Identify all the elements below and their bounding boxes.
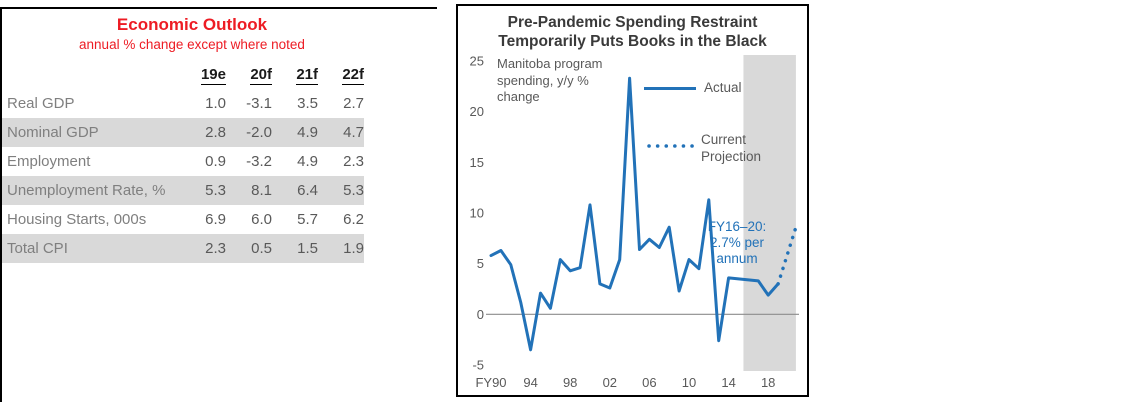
y-tick-label: 10 xyxy=(470,205,484,220)
row-label: Total CPI xyxy=(7,240,68,257)
note-line1: Manitoba program xyxy=(497,56,603,71)
chart-annotation-note: Manitoba program spending, y/y % change xyxy=(497,56,603,106)
x-tick-label: 10 xyxy=(682,375,696,390)
x-tick-label: 14 xyxy=(721,375,735,390)
callout-line1: FY16–20: xyxy=(707,219,767,234)
cell-value: 1.0 xyxy=(205,95,226,112)
economic-table: 19e 20f 21f 22f Real GDP 1.0 -3.1 3.5 2.7 Nomina… xyxy=(2,61,364,263)
table-row: Nominal GDP 2.8 -2.0 4.9 4.7 xyxy=(2,118,364,147)
chart-callout: FY16–20: 2.7% per annum xyxy=(692,219,782,267)
table-title: Economic Outlook xyxy=(116,15,268,34)
legend-projection-label: Current Projection xyxy=(701,132,761,165)
cell-value: 4.9 xyxy=(297,153,318,170)
column-header: 19e xyxy=(200,66,226,85)
y-tick-label: 5 xyxy=(477,256,484,271)
chart-title-line1: Pre-Pandemic Spending Restraint xyxy=(507,14,758,31)
cell-value: 6.2 xyxy=(343,211,364,228)
table-body: Real GDP 1.0 -3.1 3.5 2.7 Nominal GDP 2.8 -2.0 4… xyxy=(2,89,364,263)
economic-outlook-panel: Economic Outlook annual % change except … xyxy=(0,7,437,402)
cell-value: 0.9 xyxy=(205,153,226,170)
cell-value: 4.7 xyxy=(343,124,364,141)
x-tick-label: 02 xyxy=(603,375,617,390)
legend-projection-line1: Current xyxy=(701,132,747,147)
column-header: 22f xyxy=(342,66,364,85)
table-header-row: 19e 20f 21f 22f xyxy=(2,61,364,89)
cell-value: 3.5 xyxy=(297,95,318,112)
table-subtitle: annual % change except where noted xyxy=(79,37,305,52)
legend-actual-swatch xyxy=(644,87,696,90)
y-tick-label: 0 xyxy=(477,307,484,322)
cell-value: 2.7 xyxy=(343,95,364,112)
x-tick-label: 94 xyxy=(523,375,537,390)
row-label: Unemployment Rate, % xyxy=(7,182,166,199)
cell-value: 6.9 xyxy=(205,211,226,228)
cell-value: 1.9 xyxy=(343,240,364,257)
dotted-line-icon xyxy=(647,144,697,148)
cell-value: 6.4 xyxy=(297,182,318,199)
table-row: Total CPI 2.3 0.5 1.5 1.9 xyxy=(2,234,364,263)
row-label: Real GDP xyxy=(7,95,75,112)
chart-title: Pre-Pandemic Spending Restraint Temporar… xyxy=(458,13,807,51)
callout-line2: 2.7% per xyxy=(709,235,765,250)
table-row: Unemployment Rate, % 5.3 8.1 6.4 5.3 xyxy=(2,176,364,205)
x-tick-label: 06 xyxy=(642,375,656,390)
table-row: Employment 0.9 -3.2 4.9 2.3 xyxy=(2,147,364,176)
spending-chart-panel: Pre-Pandemic Spending Restraint Temporar… xyxy=(456,4,809,397)
x-tick-label: 18 xyxy=(761,375,775,390)
cell-value: 6.0 xyxy=(251,211,272,228)
column-header: 21f xyxy=(296,66,318,85)
cell-value: -3.2 xyxy=(246,153,272,170)
y-tick-label: 15 xyxy=(470,155,484,170)
cell-value: 1.5 xyxy=(297,240,318,257)
cell-value: 5.3 xyxy=(205,182,226,199)
cell-value: 2.8 xyxy=(205,124,226,141)
cell-value: 5.3 xyxy=(343,182,364,199)
row-label: Nominal GDP xyxy=(7,124,99,141)
chart-title-line2: Temporarily Puts Books in the Black xyxy=(498,33,767,50)
row-label: Housing Starts, 000s xyxy=(7,211,147,228)
y-tick-label: 25 xyxy=(470,54,484,69)
projection-shaded-region xyxy=(743,55,796,371)
note-line3: change xyxy=(497,89,540,104)
cell-value: 2.3 xyxy=(343,153,364,170)
table-row: Real GDP 1.0 -3.1 3.5 2.7 xyxy=(2,89,364,118)
projection-series-line xyxy=(776,225,798,286)
table-row: Housing Starts, 000s 6.9 6.0 5.7 6.2 xyxy=(2,205,364,234)
legend-projection-swatch xyxy=(646,137,698,155)
cell-value: 2.3 xyxy=(205,240,226,257)
row-label: Employment xyxy=(7,153,91,170)
x-tick-label: FY90 xyxy=(475,375,506,390)
x-tick-label: 98 xyxy=(563,375,577,390)
y-tick-label: -5 xyxy=(472,357,484,372)
legend-projection-line2: Projection xyxy=(701,148,762,164)
cell-value: 5.7 xyxy=(297,211,318,228)
cell-value: 8.1 xyxy=(251,182,272,199)
note-line2: spending, y/y % xyxy=(497,72,589,88)
actual-series-line xyxy=(489,76,780,352)
callout-line3: annum xyxy=(716,251,758,266)
legend-actual-label: Actual xyxy=(704,80,742,95)
cell-value: -3.1 xyxy=(246,95,272,112)
cell-value: 0.5 xyxy=(251,240,272,257)
cell-value: -2.0 xyxy=(246,124,272,141)
line-chart: 25 20 15 10 5 0 -5 FY90 94 98 02 06 10 14 18 xyxy=(470,54,799,390)
column-header: 20f xyxy=(250,66,272,85)
cell-value: 4.9 xyxy=(297,124,318,141)
y-tick-label: 20 xyxy=(470,104,484,119)
